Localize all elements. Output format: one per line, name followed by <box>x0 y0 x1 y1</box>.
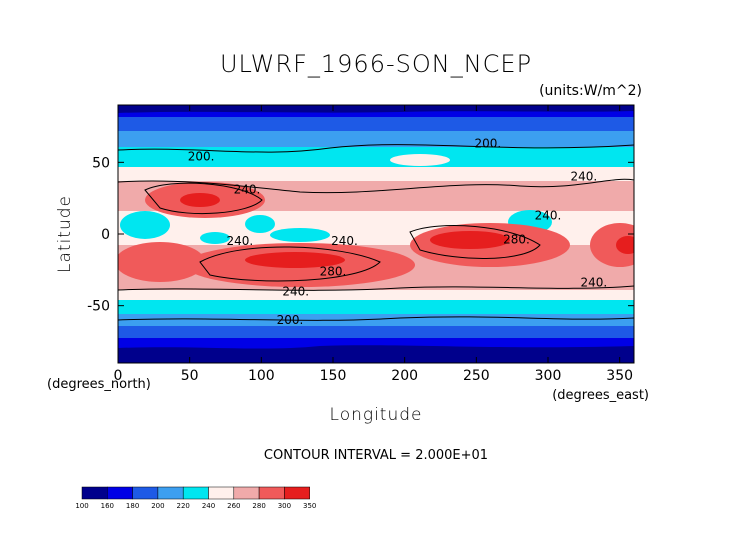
x-tick-label: 200 <box>391 368 418 384</box>
contour-label: 280. <box>320 264 347 278</box>
contour-label: 240. <box>282 284 309 298</box>
colorbar-label: 280 <box>252 502 265 510</box>
x-tick-label: 0 <box>114 368 123 384</box>
colorbar-swatch <box>107 486 133 500</box>
colorbar-swatch <box>157 486 184 500</box>
x-axis-label: Longitude <box>330 405 423 425</box>
contour-interval-note: CONTOUR INTERVAL = 2.000E+01 <box>264 448 488 463</box>
x-unit-label: (degrees_east) <box>552 388 649 403</box>
contour-label: 240. <box>581 276 608 290</box>
contour-label: 200. <box>277 313 304 327</box>
contour-label: 280. <box>503 233 530 247</box>
colorbar-label: 160 <box>101 502 114 510</box>
chart-title: ULWRF_1966-SON_NCEP <box>220 50 532 78</box>
colorbar-label: 100 <box>75 502 88 510</box>
colorbar-swatch <box>208 486 235 500</box>
colorbar-label: 350 <box>303 502 316 510</box>
color-bands <box>118 105 634 363</box>
colorbar-label: 200 <box>151 502 164 510</box>
colorbar-swatch <box>132 486 159 500</box>
contour-label: 240. <box>570 170 597 184</box>
x-tick-label: 50 <box>181 368 199 384</box>
x-tick-label: 150 <box>320 368 347 384</box>
colorbar-swatch <box>182 486 209 500</box>
colorbar-label: 260 <box>227 502 240 510</box>
y-tick-label: 0 <box>101 227 110 243</box>
x-tick-label: 250 <box>463 368 490 384</box>
x-tick-label: 100 <box>248 368 275 384</box>
colorbar: 100 160 180 200 220 240 260 280 300 350 <box>75 486 316 510</box>
y-axis-label: Latitude <box>55 195 75 273</box>
x-axis-ticks: 0 50 100 150 200 250 300 350 <box>114 105 633 384</box>
contour-label: 240. <box>331 234 358 248</box>
colorbar-swatch <box>258 486 285 500</box>
colorbar-label: 240 <box>202 502 215 510</box>
contour-label: 240. <box>234 183 261 197</box>
x-tick-label: 350 <box>606 368 633 384</box>
plot-area: 200. 200. 240. 240. 240. 240. 240. 280. 280. 240.… <box>87 104 635 384</box>
x-tick-label: 300 <box>535 368 562 384</box>
colorbar-label: 300 <box>278 502 291 510</box>
y-tick-label: 50 <box>92 155 110 171</box>
y-axis-ticks: 50 0 -50 <box>87 155 634 315</box>
colorbar-label: 180 <box>126 502 139 510</box>
contour-label: 240. <box>535 208 562 222</box>
y-unit-label: (degrees_north) <box>47 377 151 392</box>
colorbar-swatch <box>284 486 310 500</box>
units-label: (units:W/m^2) <box>539 83 642 99</box>
colorbar-swatch <box>233 486 260 500</box>
contour-labels: 200. 200. 240. 240. 240. 240. 240. 280. 280. 240.… <box>188 137 607 327</box>
contour-label: 200. <box>474 137 501 151</box>
y-tick-label: -50 <box>87 299 110 315</box>
contour-lines <box>118 144 634 321</box>
colorbar-label: 220 <box>177 502 190 510</box>
colorbar-swatch <box>81 486 108 500</box>
contour-label: 240. <box>226 234 253 248</box>
contour-label: 200. <box>188 150 215 164</box>
